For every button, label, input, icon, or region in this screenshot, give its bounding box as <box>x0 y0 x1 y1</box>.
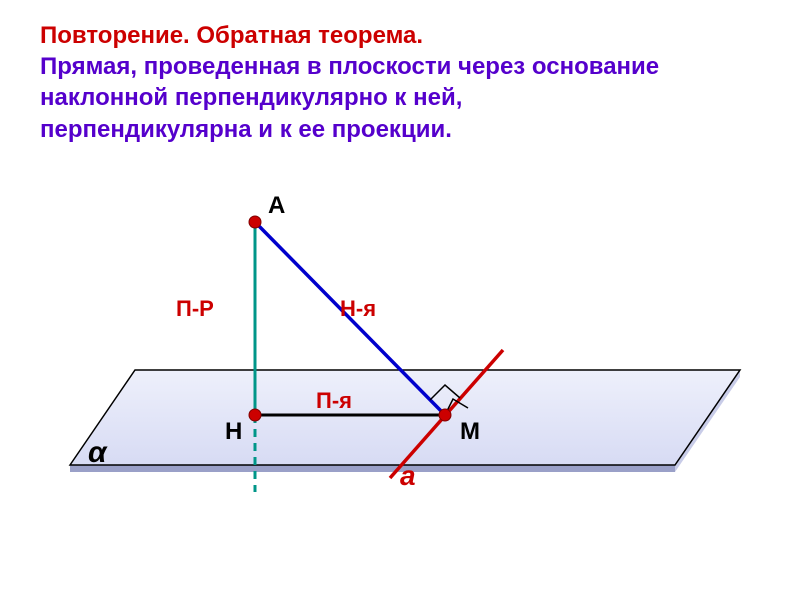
plane-alpha <box>70 370 740 465</box>
label-oblique: Н-я <box>340 296 376 322</box>
geometry-diagram <box>0 0 800 600</box>
point-m <box>439 409 451 421</box>
label-h: Н <box>225 418 242 446</box>
label-a: А <box>268 192 285 220</box>
label-line-a: a <box>400 460 416 492</box>
point-h <box>249 409 261 421</box>
label-m: М <box>460 418 480 446</box>
point-a <box>249 216 261 228</box>
label-plane-alpha: α <box>88 436 107 470</box>
label-perpendicular: П-Р <box>176 296 214 322</box>
plane-shadow <box>70 465 675 472</box>
label-projection: П-я <box>316 388 352 414</box>
